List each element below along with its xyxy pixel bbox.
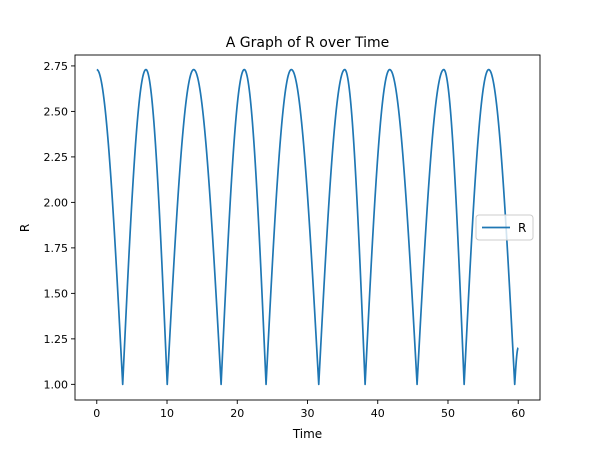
- y-tick-label: 2.00: [44, 196, 69, 209]
- y-tick-label: 2.50: [44, 105, 69, 118]
- y-axis: 1.00 1.25 1.50 1.75 2.00 2.25 2.50 2.75: [44, 60, 75, 391]
- legend: R: [475, 214, 534, 241]
- x-tick-label: 40: [371, 407, 385, 420]
- series-lines: [96, 68, 519, 386]
- x-tick-label: 10: [160, 407, 174, 420]
- x-tick-label: 60: [511, 407, 525, 420]
- y-axis-label: R: [18, 224, 32, 232]
- y-tick-label: 1.00: [44, 378, 69, 391]
- chart-title: A Graph of R over Time: [226, 35, 389, 51]
- legend-label-r: R: [518, 221, 526, 235]
- x-axis: 0 10 20 30 40 50 60: [93, 400, 525, 420]
- x-tick-label: 20: [230, 407, 244, 420]
- x-tick-label: 50: [441, 407, 455, 420]
- x-tick-label: 0: [93, 407, 100, 420]
- x-axis-label: Time: [292, 427, 322, 441]
- plot-frame: [74, 54, 541, 401]
- y-tick-label: 2.25: [44, 151, 69, 164]
- plot-area: [75, 55, 540, 400]
- series-line-r: [96, 68, 519, 386]
- y-tick-label: 1.50: [44, 287, 69, 300]
- y-tick-label: 1.25: [44, 333, 69, 346]
- y-tick-label: 1.75: [44, 242, 69, 255]
- y-tick-label: 2.75: [44, 60, 69, 73]
- x-tick-label: 30: [301, 407, 315, 420]
